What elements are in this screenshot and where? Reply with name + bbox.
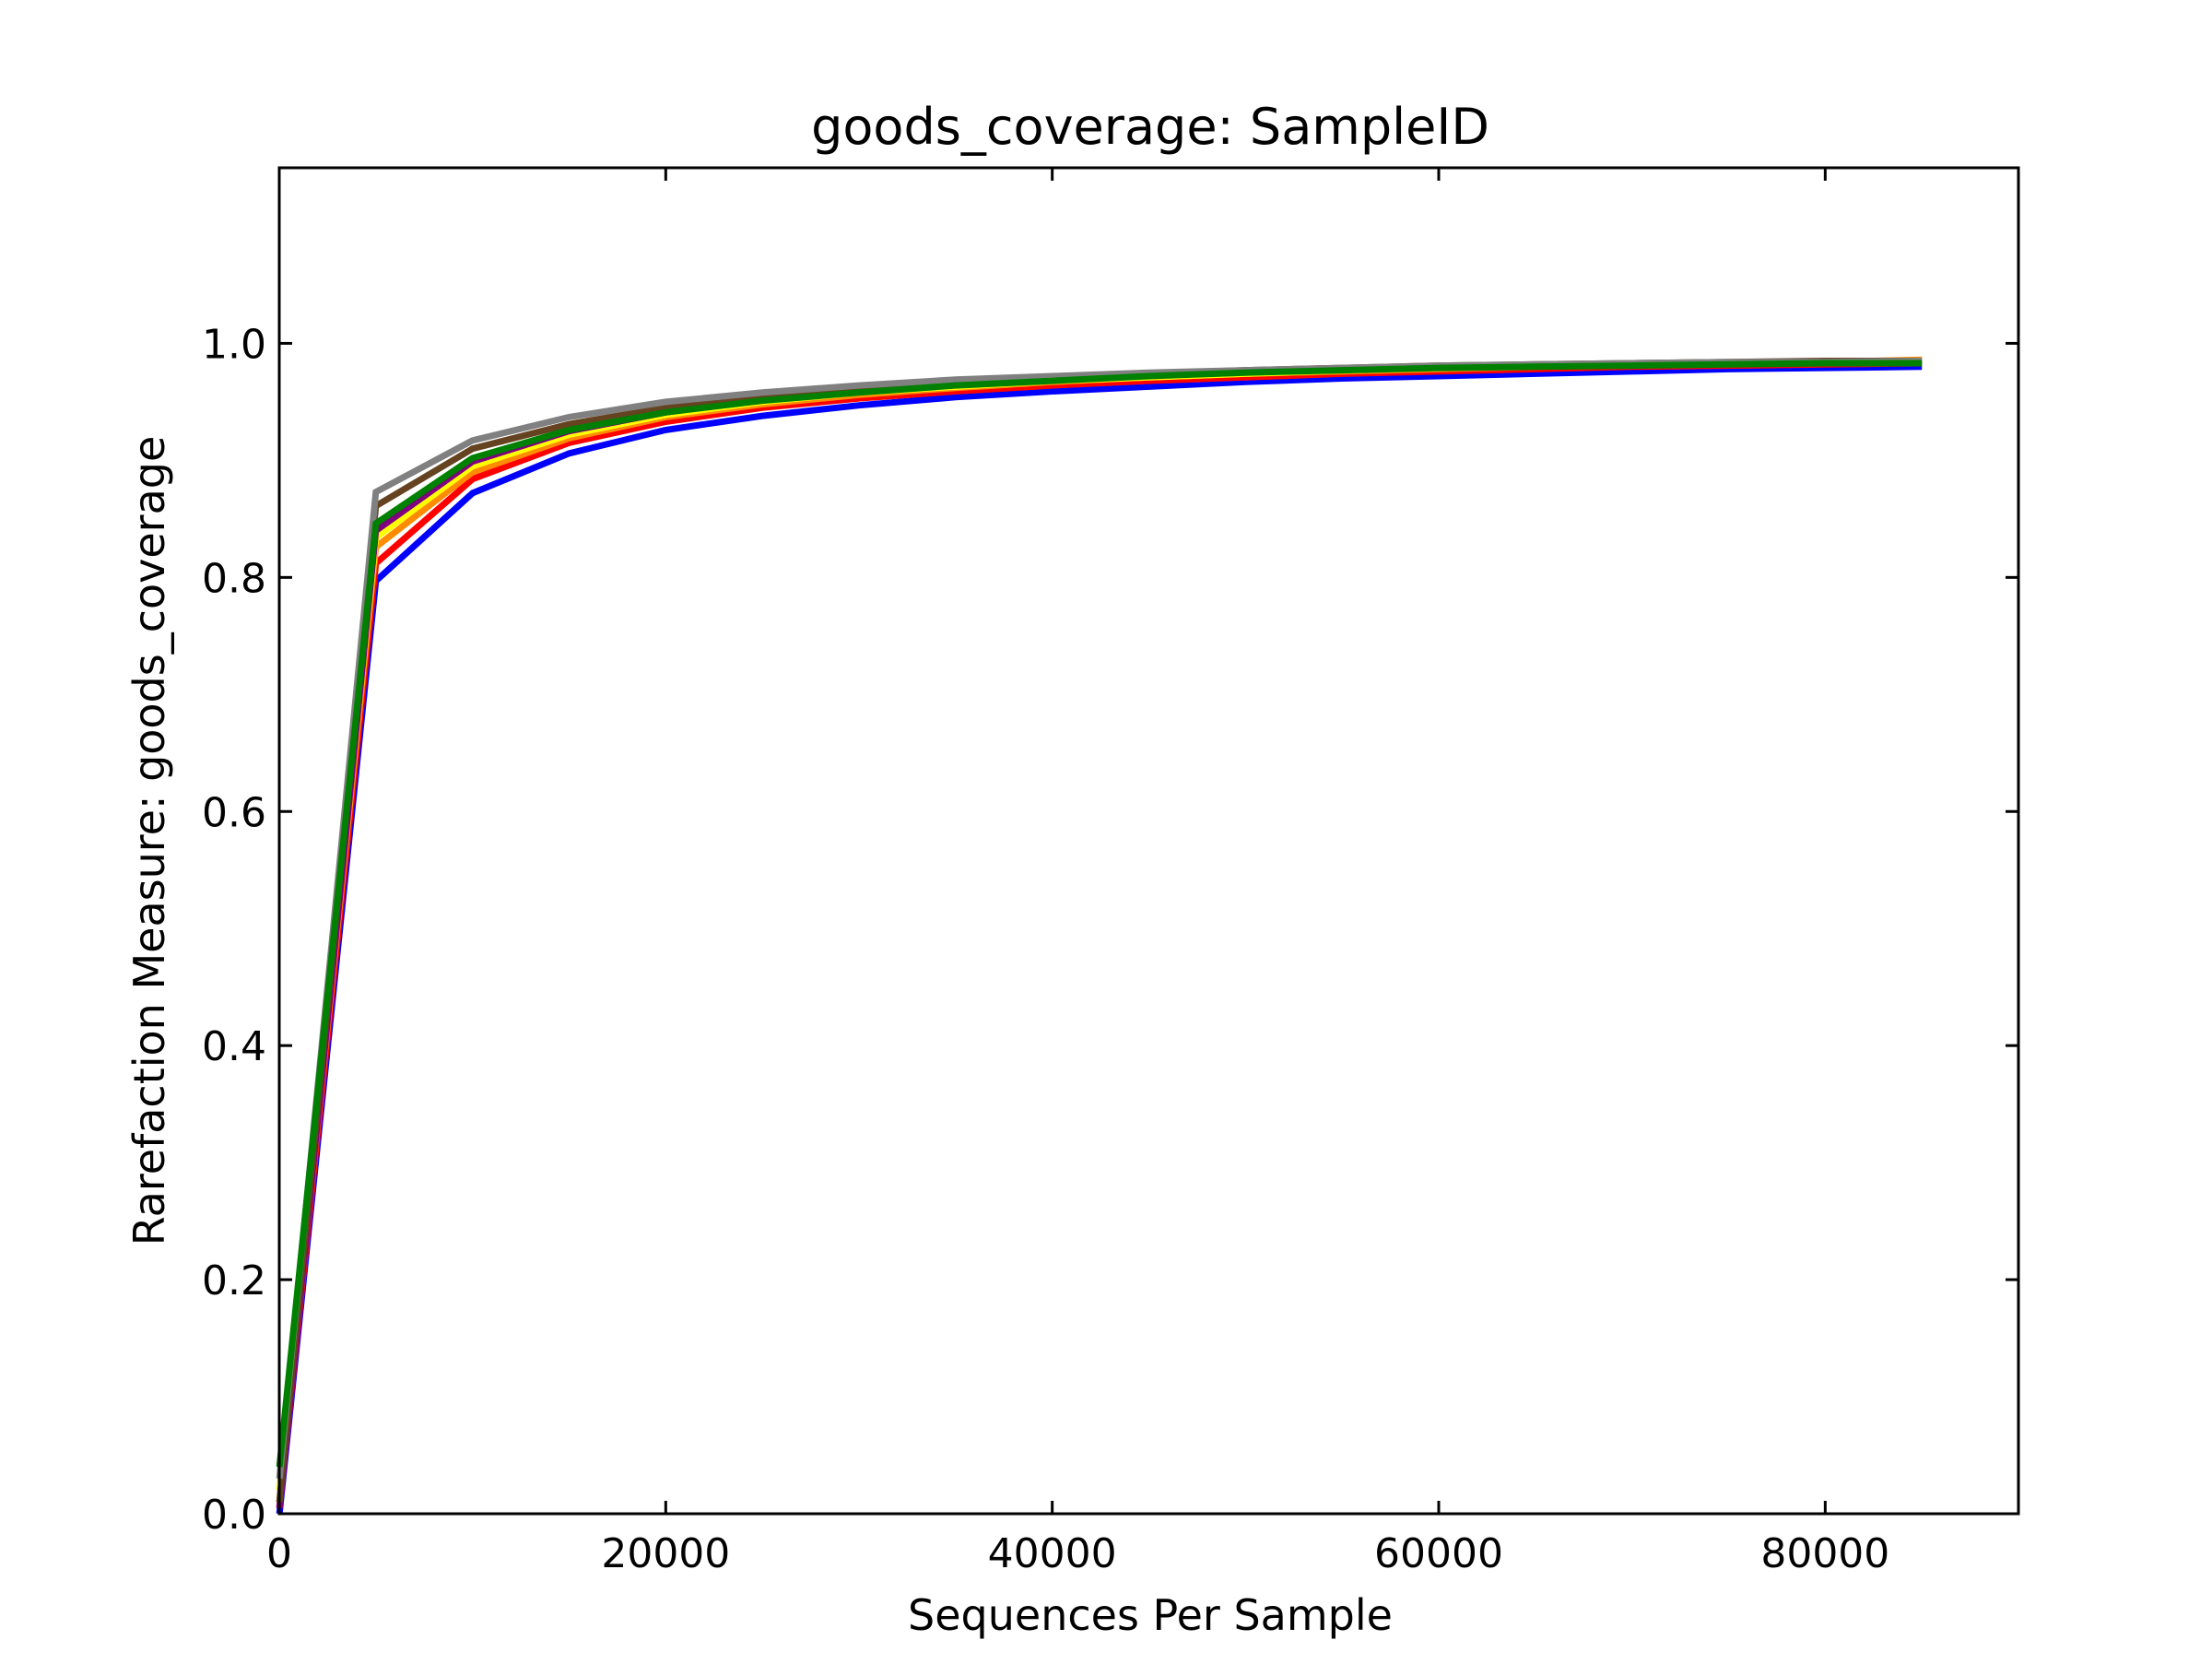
series-line-1	[276, 363, 1923, 1515]
y-tick-label: 0.2	[202, 1257, 266, 1304]
chart-title: goods_coverage: SampleID	[811, 98, 1489, 156]
plot-frame	[277, 166, 2020, 1516]
series-line-7	[276, 358, 1923, 1480]
x-tick-label: 0	[266, 1530, 292, 1577]
series-line-5	[276, 359, 1923, 1509]
y-tick-label: 0.8	[202, 555, 266, 602]
series-line-2	[276, 360, 1923, 1509]
series-line-6	[276, 358, 1923, 1503]
y-tick-label: 0.0	[202, 1492, 266, 1539]
series-line-8	[276, 360, 1923, 1468]
x-tick-label: 80000	[1760, 1530, 1889, 1577]
ticks-layer: 0 20000 40000 60000 80000 0.0 0.2 0.4 0.6 0.8 1.0	[202, 168, 2018, 1577]
x-tick-label: 40000	[988, 1530, 1117, 1577]
series-line-3	[276, 356, 1923, 1503]
x-tick-label: 60000	[1374, 1530, 1503, 1577]
x-tick-label: 20000	[601, 1530, 730, 1577]
y-axis-label: Rarefaction Measure: goods_coverage	[124, 436, 174, 1246]
x-axis-label: Sequences Per Sample	[908, 1590, 1393, 1640]
y-tick-label: 0.6	[202, 789, 266, 836]
y-tick-label: 0.4	[202, 1023, 266, 1070]
series-line-4	[276, 358, 1923, 1491]
y-tick-label: 1.0	[202, 321, 266, 368]
series-layer	[276, 356, 1923, 1515]
